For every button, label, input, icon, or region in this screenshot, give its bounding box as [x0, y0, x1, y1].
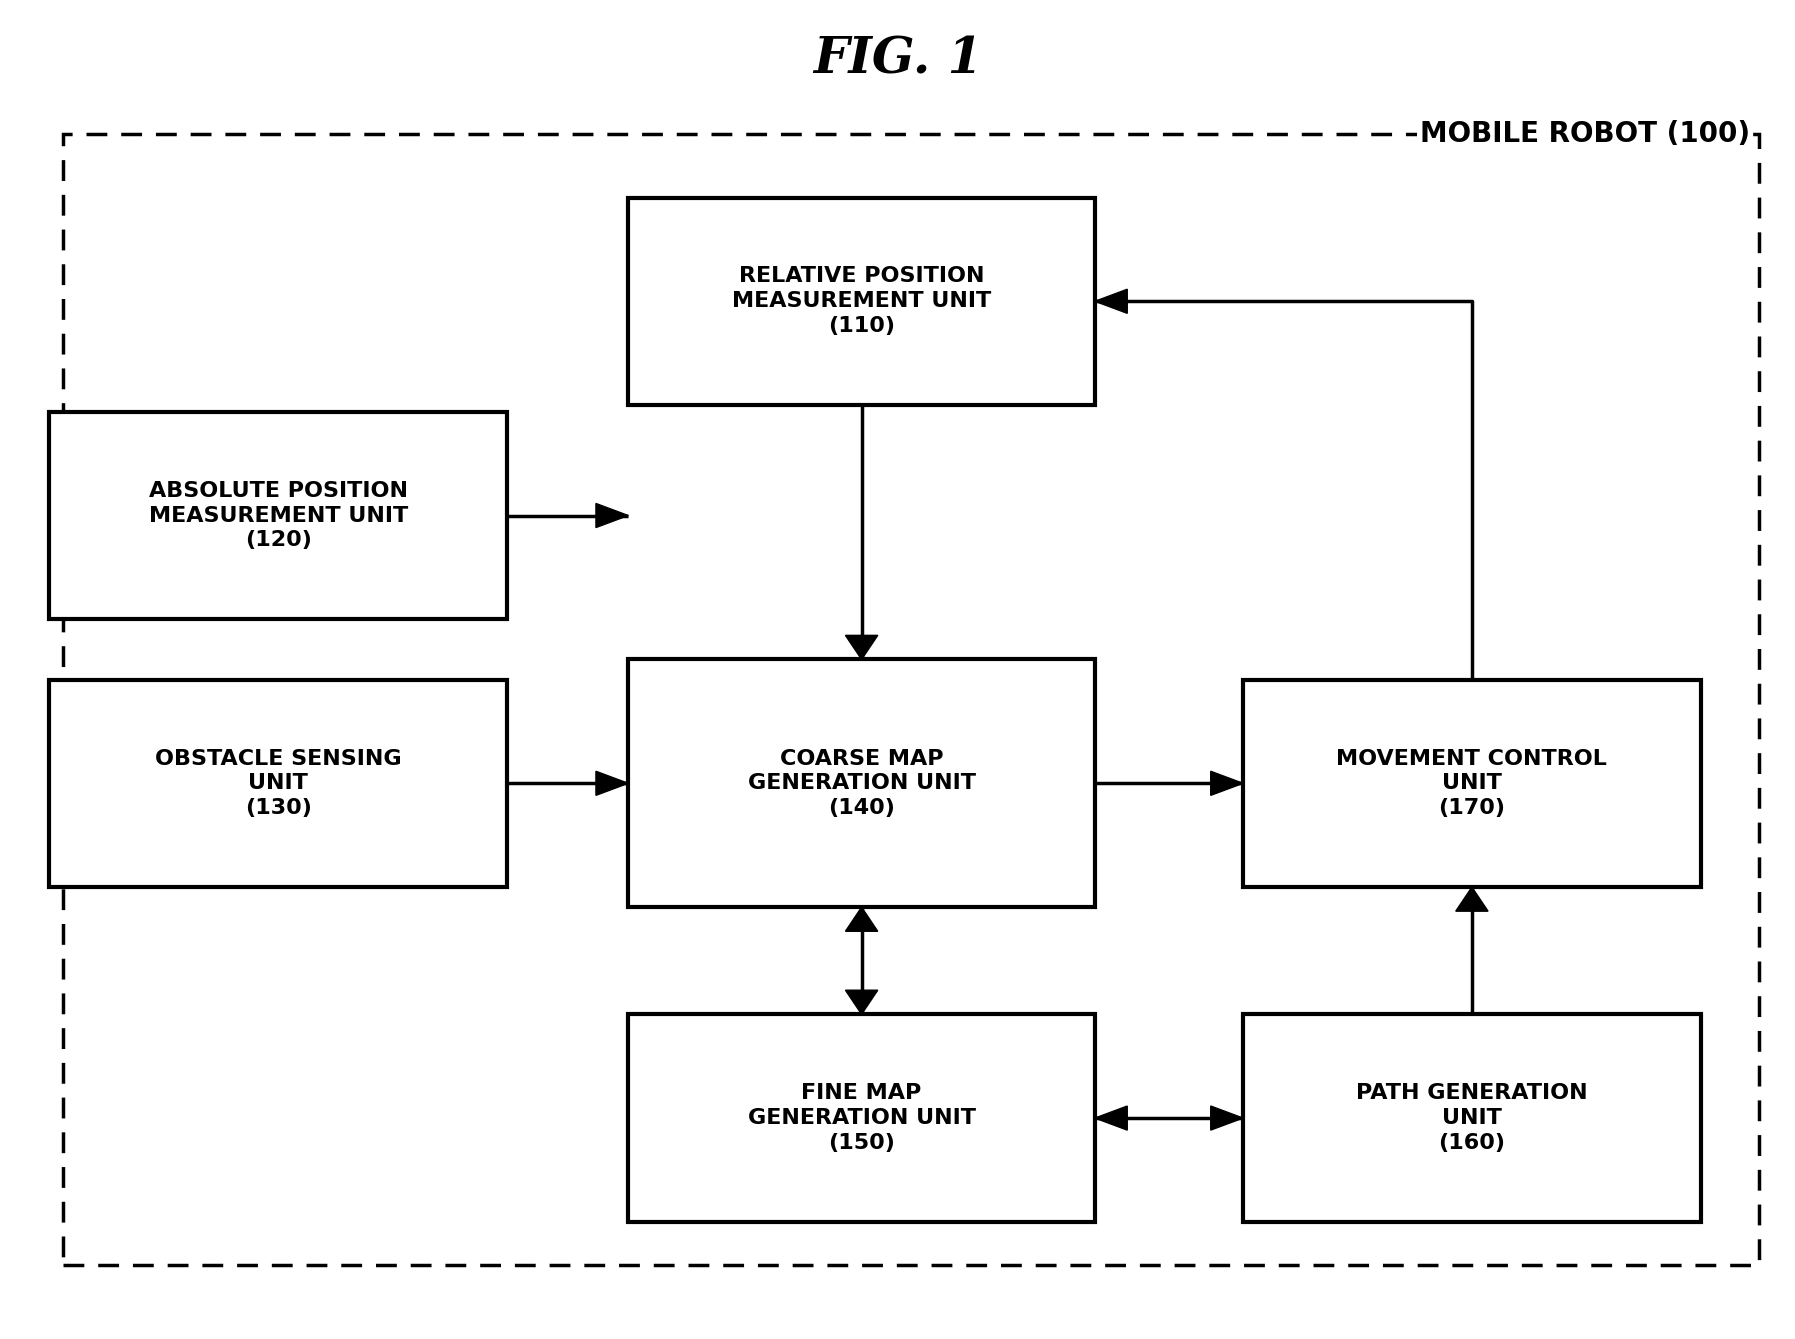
- Polygon shape: [845, 635, 878, 660]
- Polygon shape: [1210, 771, 1242, 795]
- Bar: [1242, 1015, 1700, 1221]
- Polygon shape: [845, 908, 878, 932]
- Bar: [628, 1015, 1095, 1221]
- Bar: [63, 134, 1759, 1265]
- Text: ABSOLUTE POSITION
MEASUREMENT UNIT
(120): ABSOLUTE POSITION MEASUREMENT UNIT (120): [149, 481, 407, 550]
- Bar: [50, 680, 508, 886]
- Polygon shape: [1095, 1106, 1127, 1130]
- Text: FINE MAP
GENERATION UNIT
(150): FINE MAP GENERATION UNIT (150): [747, 1083, 976, 1153]
- Text: FIG. 1: FIG. 1: [813, 36, 982, 84]
- Bar: [1242, 680, 1700, 886]
- Polygon shape: [596, 503, 628, 528]
- Text: MOVEMENT CONTROL
UNIT
(170): MOVEMENT CONTROL UNIT (170): [1337, 749, 1607, 818]
- Polygon shape: [845, 991, 878, 1015]
- Bar: [628, 197, 1095, 404]
- Text: RELATIVE POSITION
MEASUREMENT UNIT
(110): RELATIVE POSITION MEASUREMENT UNIT (110): [732, 266, 991, 336]
- Polygon shape: [596, 771, 628, 795]
- Text: MOBILE ROBOT (100): MOBILE ROBOT (100): [1420, 121, 1750, 147]
- Bar: [628, 659, 1095, 908]
- Text: OBSTACLE SENSING
UNIT
(130): OBSTACLE SENSING UNIT (130): [154, 749, 402, 818]
- Text: PATH GENERATION
UNIT
(160): PATH GENERATION UNIT (160): [1355, 1083, 1589, 1153]
- Bar: [50, 411, 508, 619]
- Text: COARSE MAP
GENERATION UNIT
(140): COARSE MAP GENERATION UNIT (140): [747, 749, 976, 818]
- Polygon shape: [1456, 886, 1488, 912]
- Polygon shape: [1095, 289, 1127, 313]
- Polygon shape: [1210, 1106, 1242, 1130]
